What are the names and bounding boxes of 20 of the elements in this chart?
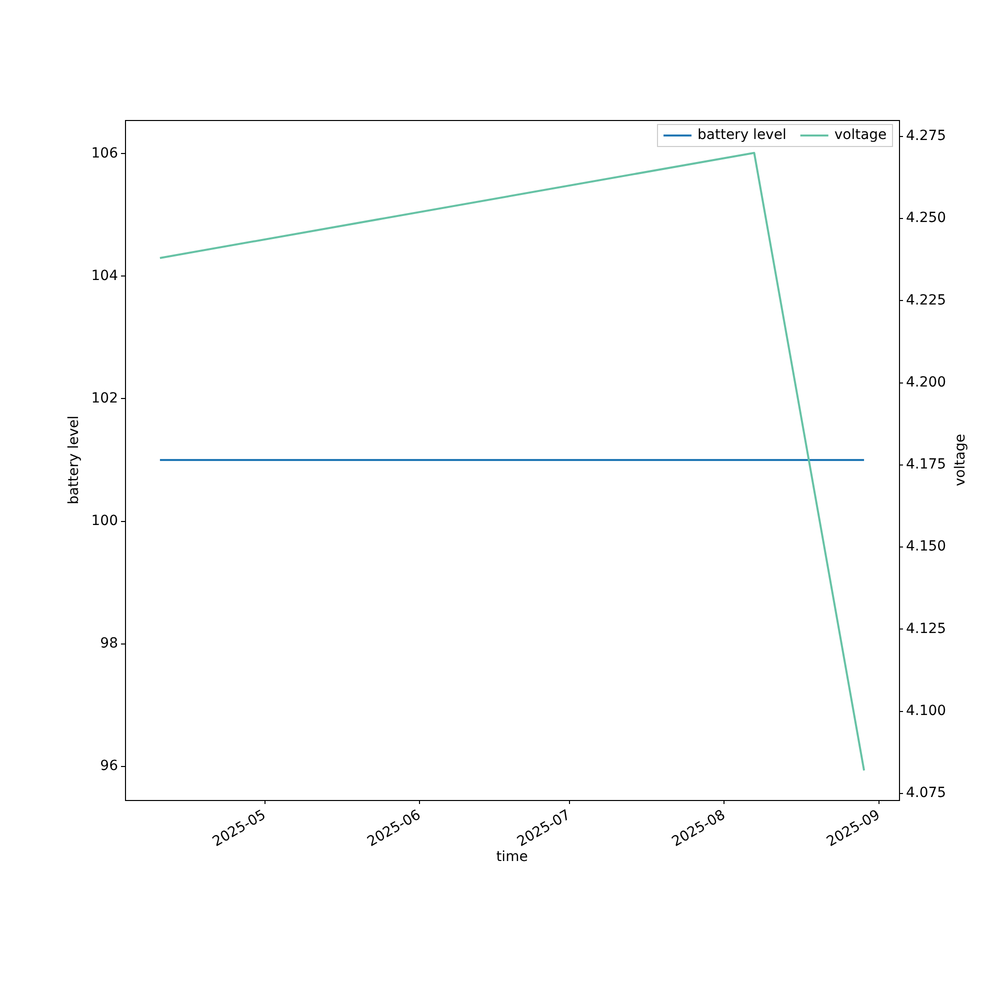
y-tick-label: 102 (91, 390, 118, 406)
legend-label: voltage (834, 127, 887, 144)
y-tick-label: 100 (91, 512, 118, 529)
y2-tick-label: 4.125 (906, 620, 946, 637)
y2-axis-title: voltage (952, 434, 969, 486)
y-tick-label: 98 (100, 635, 118, 652)
y2-tick-label: 4.275 (906, 128, 946, 144)
y2-tick-label: 4.200 (906, 374, 946, 390)
y2-tick-label: 4.150 (906, 538, 946, 555)
y2-tick-label: 4.100 (906, 702, 946, 719)
y2-tick-label: 4.175 (906, 456, 946, 473)
y-tick-label: 96 (100, 758, 118, 774)
y2-tick-label: 4.075 (906, 785, 946, 802)
y2-tick-label: 4.250 (906, 210, 946, 226)
y-tick-label: 104 (91, 268, 118, 284)
legend-label: battery level (698, 127, 786, 144)
x-axis-title: time (496, 849, 528, 866)
y2-tick-label: 4.225 (906, 292, 946, 308)
y-tick-label: 106 (91, 145, 118, 162)
y-axis-title: battery level (66, 416, 82, 504)
